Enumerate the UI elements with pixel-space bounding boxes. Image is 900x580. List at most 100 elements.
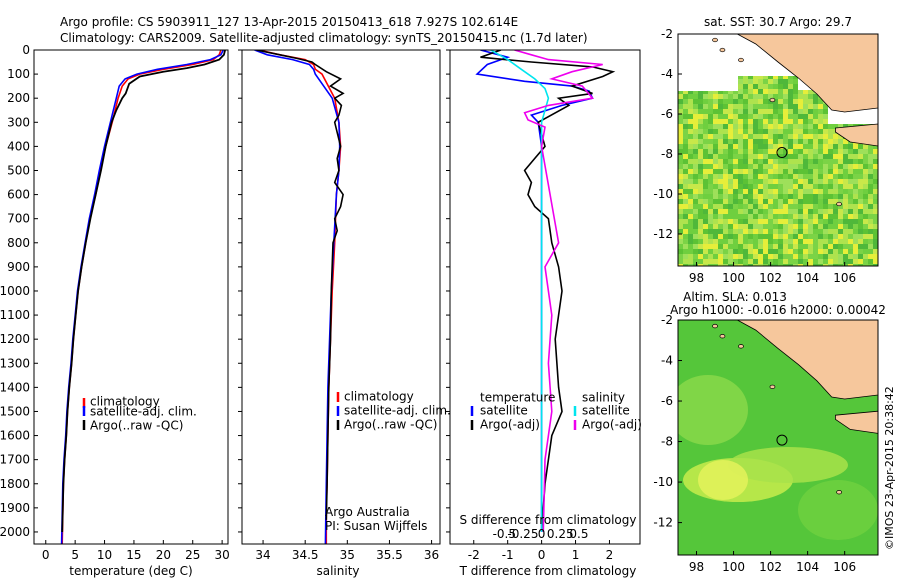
sst-cell (828, 204, 833, 209)
sst-cell (813, 249, 818, 254)
sst-cell (873, 209, 878, 214)
sst-cell (748, 74, 753, 79)
island (712, 37, 718, 43)
sst-cell (843, 184, 848, 189)
sst-cell (708, 174, 713, 179)
sst-cell (808, 99, 813, 104)
sst-cell (703, 229, 708, 234)
sst-cell (868, 154, 873, 159)
sst-cell (708, 219, 713, 224)
salinity-annotation-line1: Argo Australia (325, 505, 410, 519)
sst-cell (698, 194, 703, 199)
sst-cell (743, 74, 748, 79)
sst-cell (723, 124, 728, 129)
sst-cell (793, 254, 798, 259)
sst-cell (848, 209, 853, 214)
sst-cell (843, 149, 848, 154)
sst-cell (798, 219, 803, 224)
sst-cell (783, 104, 788, 109)
argo-position-marker (776, 147, 788, 159)
sst-cell (723, 129, 728, 134)
sst-cell (853, 249, 858, 254)
sst-cell (783, 144, 788, 149)
sst-cell (743, 179, 748, 184)
sst-cell (863, 189, 868, 194)
sst-cell (753, 264, 758, 266)
sst-cell (858, 219, 863, 224)
sst-cell (678, 134, 683, 139)
sst-cell (753, 154, 758, 159)
salinity-panel: 34 34.5 35 35.5 36 salinity climatology sate… (241, 49, 451, 578)
sst-cell (738, 244, 743, 249)
sst-cell (728, 154, 733, 159)
sst-cell (793, 159, 798, 164)
sst-cell (763, 134, 768, 139)
sst-cell (843, 239, 848, 244)
sst-cell (703, 189, 708, 194)
sst-cell (843, 264, 848, 266)
sst-cell (688, 234, 693, 239)
sst-cell (708, 189, 713, 194)
sst-cell (738, 264, 743, 266)
sst-cell (808, 234, 813, 239)
sst-cell (683, 149, 688, 154)
sst-cell (703, 109, 708, 114)
sst-cell (713, 124, 718, 129)
sst-cell (823, 249, 828, 254)
sst-cell (803, 139, 808, 144)
sst-cell (738, 139, 743, 144)
sst-cell (803, 164, 808, 169)
sst-cell (763, 214, 768, 219)
sst-cell (743, 194, 748, 199)
sst-cell (808, 194, 813, 199)
sst-cell (738, 144, 743, 149)
x-tick-label: 35 (340, 548, 355, 562)
sst-cell (713, 199, 718, 204)
sst-cell (798, 164, 803, 169)
sst-cell (748, 159, 753, 164)
sst-cell (838, 214, 843, 219)
sst-cell (698, 199, 703, 204)
sst-cell (838, 179, 843, 184)
x-tick-label: 0 (538, 548, 546, 562)
sst-cell (738, 184, 743, 189)
sst-cell (783, 209, 788, 214)
sst-cell (718, 159, 723, 164)
sst-cell (728, 129, 733, 134)
sst-cell (858, 194, 863, 199)
sst-cell (688, 144, 693, 149)
sst-cell (803, 129, 808, 134)
sst-cell (818, 174, 823, 179)
sst-cell (703, 89, 708, 94)
sst-cell (838, 239, 843, 244)
sst-cell (703, 104, 708, 109)
sst-cell (718, 134, 723, 139)
sst-cell (783, 89, 788, 94)
y-tick-label: 100 (7, 67, 30, 81)
sst-cell (763, 204, 768, 209)
sst-cell (703, 169, 708, 174)
sst-cell (793, 164, 798, 169)
sst-cell (733, 159, 738, 164)
sst-cell (873, 194, 878, 199)
sst-cell (748, 94, 753, 99)
sst-cell (778, 129, 783, 134)
sst-cell (863, 209, 868, 214)
y-tick-label: 700 (7, 212, 30, 226)
sst-cell (723, 104, 728, 109)
sst-cell (733, 144, 738, 149)
sst-cell (738, 189, 743, 194)
sst-cell (788, 179, 793, 184)
sst-cell (743, 89, 748, 94)
sst-cell (738, 234, 743, 239)
sst-cell (853, 244, 858, 249)
sst-cell (808, 239, 813, 244)
x-tick-label: 1 (572, 548, 580, 562)
x-tick-label: 106 (833, 271, 856, 285)
sst-cell (838, 244, 843, 249)
sst-cell (693, 124, 698, 129)
sst-cell (723, 119, 728, 124)
y-tick-label: -12 (653, 227, 673, 241)
sst-cell (688, 249, 693, 254)
sst-cell (763, 259, 768, 264)
